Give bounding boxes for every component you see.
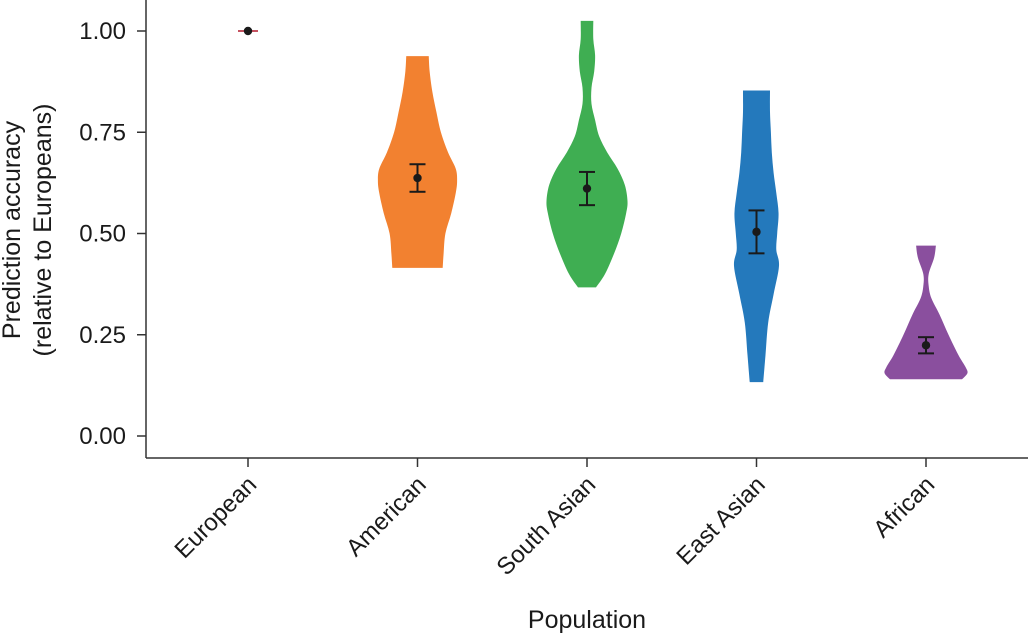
y-tick-label: 0.75 [79, 119, 126, 146]
y-axis-title-line1: Prediction accuracy [0, 120, 26, 339]
x-tick-label: African [868, 471, 940, 543]
y-tick-label: 0.25 [79, 322, 126, 349]
violin-group [733, 90, 780, 383]
mean-point [582, 184, 592, 193]
x-tick-label: European [170, 471, 263, 564]
x-ticks: European American South Asian East Asian Afr… [170, 458, 940, 581]
y-ticks: 0.00 0.25 0.50 0.75 1.00 [79, 18, 146, 450]
x-tick-label: East Asian [671, 471, 770, 570]
mean-point [921, 341, 931, 350]
y-tick-label: 1.00 [79, 18, 126, 45]
x-tick-label: American [341, 471, 432, 562]
y-axis-title-line2: (relative to Europeans) [29, 104, 57, 357]
x-axis-title: Population [528, 606, 646, 634]
plot-area [238, 20, 968, 383]
mean-point [243, 26, 253, 36]
violin-group [884, 245, 968, 380]
y-tick-label: 0.50 [79, 221, 126, 248]
violin-group [377, 56, 458, 268]
x-tick-label: South Asian [492, 471, 602, 581]
violin-body [546, 20, 628, 288]
violin-body [377, 56, 458, 268]
y-tick-label: 0.00 [79, 423, 126, 450]
violin-group [238, 26, 258, 36]
mean-point [413, 173, 422, 183]
violin-group [546, 20, 628, 288]
mean-point [752, 227, 761, 237]
violin-body [884, 245, 968, 380]
